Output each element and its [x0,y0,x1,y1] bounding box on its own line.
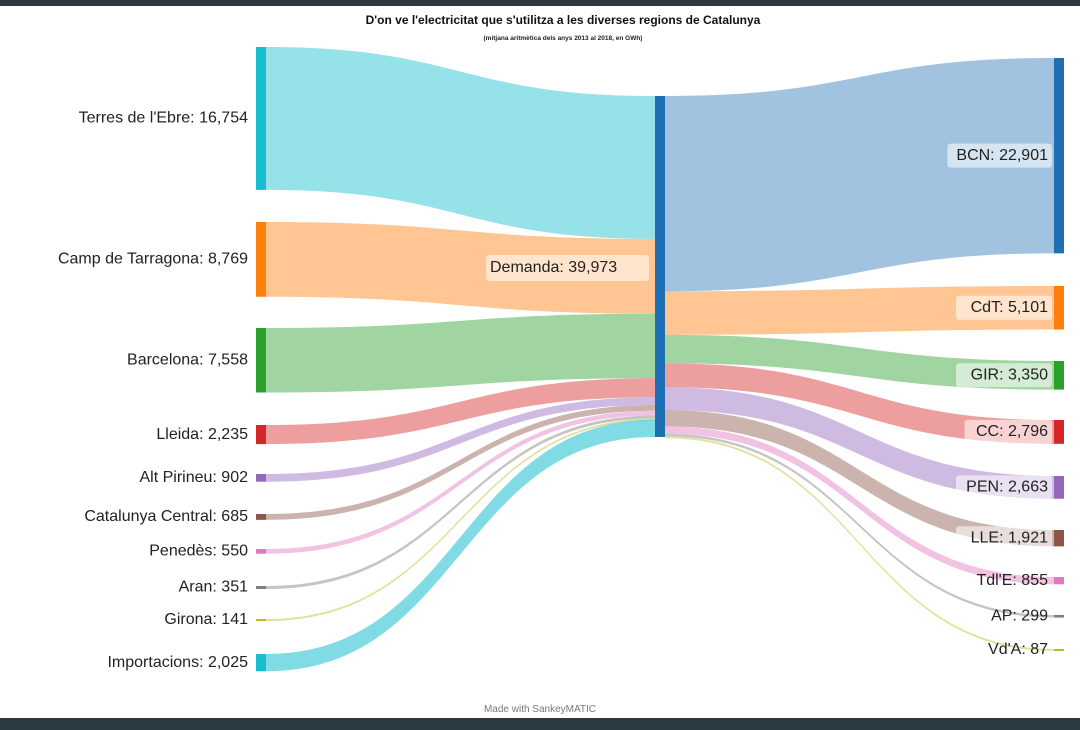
label-vda: Vd'A: 87 [988,641,1048,658]
label-cdt-bg [956,295,1052,320]
label-vda-text: Vd'A: 87 [988,641,1048,658]
node-importacions [256,654,266,672]
label-ap-text: AP: 299 [991,607,1048,624]
label-lleida: Lleida: 2,235 [156,426,248,443]
label-catcentral: Catalunya Central: 685 [84,508,248,525]
node-ebre [256,47,266,190]
label-ebre: Terres de l'Ebre: 16,754 [79,110,248,127]
bottom-bar [0,718,1080,730]
sankey-labels: Terres de l'Ebre: 16,754 Camp de Tarragon… [58,110,1052,671]
label-girona-text: Girona: 141 [164,611,248,628]
flow-demanda-to-tdle [665,426,1054,585]
sankey-nodes [256,47,1064,672]
chart-title: D'on ve l'electricitat que s'utilitza a … [366,13,761,27]
node-lleida [256,425,266,445]
flow-demanda-to-pen [665,387,1054,499]
flow-catcentral-to-demanda [266,404,655,520]
node-demanda [655,96,665,437]
flow-importacions-to-demanda [266,419,655,672]
label-girona: Girona: 141 [164,611,248,628]
node-altpirineu [256,474,266,482]
node-catcentral [256,514,266,520]
label-lle: LLE: 1,921 [956,526,1052,551]
label-tdle-text: Tdl'E: 855 [976,572,1048,589]
flow-demanda-to-ap [665,433,1054,618]
label-cc: CC: 2,796 [964,419,1052,444]
footer-credit: Made with SankeyMATIC [484,704,596,715]
label-tdle: Tdl'E: 855 [976,572,1048,589]
node-bcn [1054,58,1064,254]
label-lleida-text: Lleida: 2,235 [156,426,248,443]
label-demanda-text: Demanda: 39,973 [490,259,617,276]
node-aran [256,586,266,589]
flow-tarragona-to-demanda [266,222,655,314]
node-tarragona [256,222,266,297]
flow-altpirineu-to-demanda [266,397,655,482]
label-bcn-bg [947,143,1052,168]
label-demanda: Demanda: 39,973 [486,255,649,281]
label-pen-bg [956,475,1052,500]
label-bcn: BCN: 22,901 [947,143,1052,168]
label-cdt-text: CdT: 5,101 [971,299,1048,316]
label-ap: AP: 299 [991,607,1048,624]
node-pen [1054,476,1064,499]
label-pen-text: PEN: 2,663 [966,479,1048,496]
node-ap [1054,615,1064,618]
node-vda [1054,649,1064,651]
label-barcelona-text: Barcelona: 7,558 [127,351,248,368]
node-cc [1054,420,1064,444]
label-penedes-text: Penedès: 550 [149,543,248,560]
flow-penedes-to-demanda [266,410,655,554]
label-cc-bg [964,419,1052,444]
label-tarragona-text: Camp de Tarragona: 8,769 [58,251,248,268]
label-lle-text: LLE: 1,921 [971,529,1049,546]
node-barcelona [256,328,266,393]
node-lle [1054,530,1064,547]
flow-demanda-to-vda [665,436,1054,651]
label-altpirineu: Alt Pirineu: 902 [139,469,248,486]
label-lle-bg [956,526,1052,551]
flow-girona-to-demanda [266,418,655,621]
node-penedes [256,549,266,554]
chart-subtitle: (mitjana aritmètica dels anys 2013 al 20… [484,35,643,42]
label-aran-text: Aran: 351 [179,579,248,596]
label-barcelona: Barcelona: 7,558 [127,351,248,368]
flow-aran-to-demanda [266,415,655,589]
label-pen: PEN: 2,663 [956,475,1052,500]
label-altpirineu-text: Alt Pirineu: 902 [139,469,248,486]
label-gir-bg [956,363,1052,388]
label-cc-text: CC: 2,796 [976,423,1048,440]
label-ebre-text: Terres de l'Ebre: 16,754 [79,110,248,127]
label-aran: Aran: 351 [179,579,248,596]
label-demanda-bg [486,255,649,281]
flow-ebre-to-demanda [266,47,655,239]
label-gir: GIR: 3,350 [956,363,1052,388]
top-bar [0,0,1080,6]
node-cdt [1054,286,1064,330]
flow-demanda-to-lle [665,409,1054,547]
label-catcentral-text: Catalunya Central: 685 [84,508,248,525]
label-tarragona: Camp de Tarragona: 8,769 [58,251,248,268]
node-tdle [1054,577,1064,585]
flow-demanda-to-cc [665,363,1054,444]
label-importacions: Importacions: 2,025 [107,654,248,671]
label-cdt: CdT: 5,101 [956,295,1052,320]
node-gir [1054,361,1064,390]
flow-lleida-to-demanda [266,378,655,445]
label-penedes: Penedès: 550 [149,543,248,560]
node-girona [256,619,266,621]
label-gir-text: GIR: 3,350 [971,367,1048,384]
label-bcn-text: BCN: 22,901 [956,147,1048,164]
label-importacions-text: Importacions: 2,025 [107,654,248,671]
flow-barcelona-to-demanda [266,313,655,393]
flow-demanda-to-bcn [665,58,1054,292]
